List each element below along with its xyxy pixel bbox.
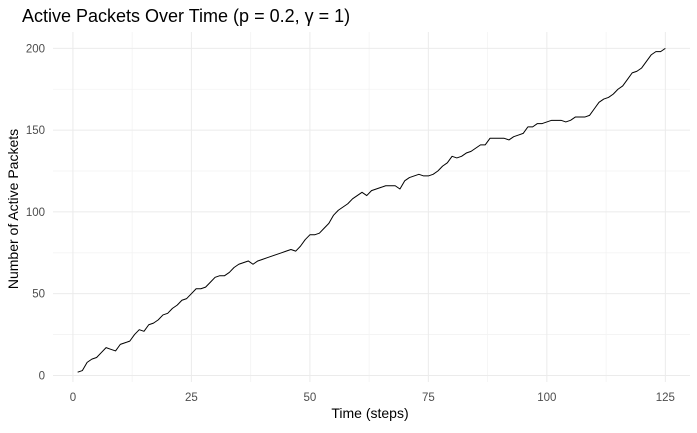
y-tick-label: 200 bbox=[26, 43, 45, 55]
x-tick-label: 25 bbox=[185, 392, 198, 404]
y-tick-label: 50 bbox=[32, 289, 45, 301]
chart-title: Active Packets Over Time (p = 0.2, γ = 1… bbox=[22, 6, 350, 26]
y-tick-label: 100 bbox=[26, 207, 45, 219]
x-tick-label: 100 bbox=[537, 392, 556, 404]
x-tick-label: 50 bbox=[303, 392, 316, 404]
y-tick-label: 0 bbox=[39, 370, 45, 382]
x-axis-label: Time (steps) bbox=[331, 405, 408, 421]
y-axis-ticks: 0 50 100 150 200 bbox=[26, 43, 45, 382]
series-line bbox=[77, 47, 666, 373]
x-tick-label: 0 bbox=[70, 392, 76, 404]
x-tick-label: 75 bbox=[422, 392, 435, 404]
plot-area bbox=[77, 47, 666, 373]
y-axis-label: Number of Active Packets bbox=[5, 129, 21, 289]
y-tick-label: 150 bbox=[26, 125, 45, 137]
grid bbox=[53, 32, 690, 382]
x-tick-label: 125 bbox=[656, 392, 675, 404]
x-axis-ticks: 0 25 50 75 100 125 bbox=[70, 392, 675, 404]
